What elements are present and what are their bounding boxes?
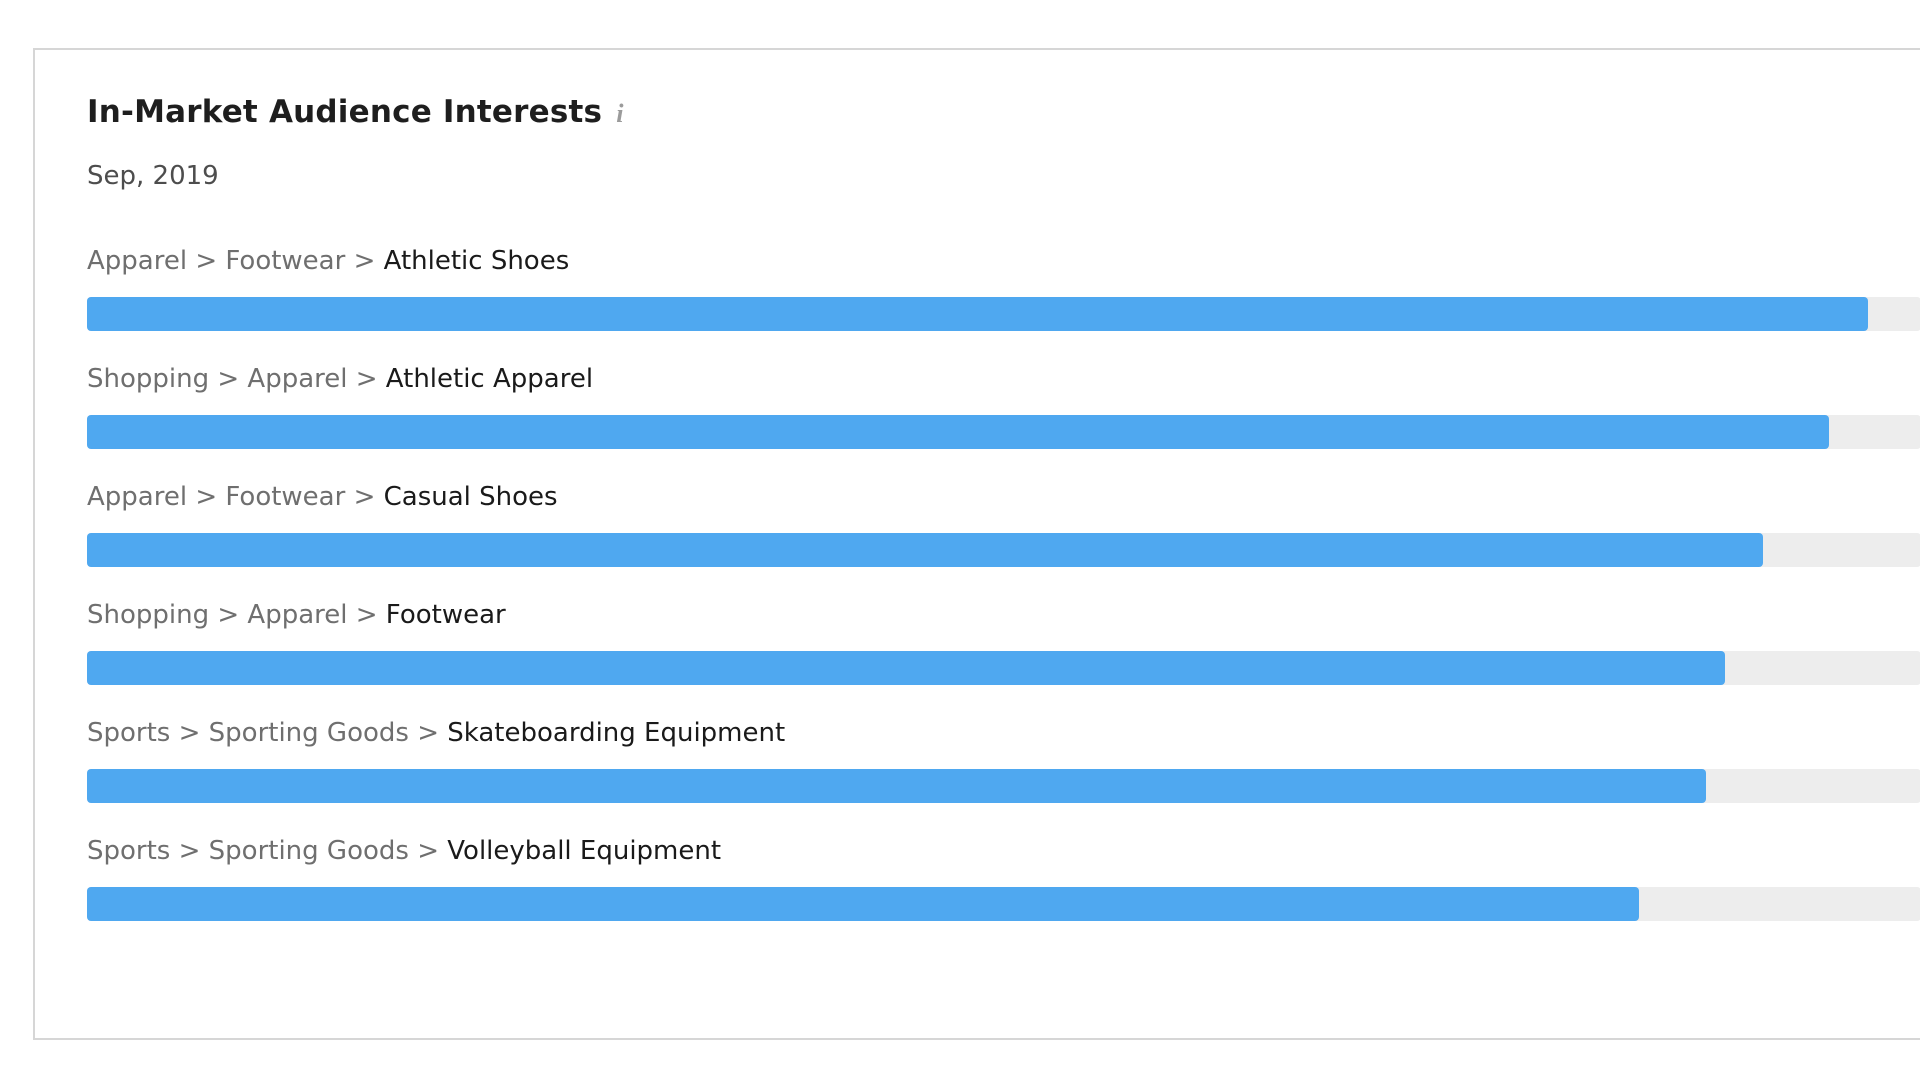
- interest-category: Footwear: [385, 600, 506, 630]
- interest-rows: Apparel > Footwear > Athletic Shoes Shop…: [87, 245, 1920, 921]
- info-icon[interactable]: i: [616, 99, 624, 128]
- interest-label: Apparel > Footwear > Casual Shoes: [87, 481, 1920, 513]
- page-title: In-Market Audience Interests: [87, 94, 603, 130]
- bar-track: [87, 415, 1920, 449]
- bar-track: [87, 887, 1920, 921]
- bar-track: [87, 769, 1920, 803]
- interest-category: Casual Shoes: [383, 482, 558, 512]
- bar-track: [87, 533, 1920, 567]
- bar-track: [87, 297, 1920, 331]
- interest-row: Apparel > Footwear > Athletic Shoes: [87, 245, 1920, 331]
- interest-label: Sports > Sporting Goods > Volleyball Equ…: [87, 835, 1920, 867]
- interest-row: Sports > Sporting Goods > Skateboarding …: [87, 717, 1920, 803]
- interest-category: Athletic Apparel: [385, 364, 594, 394]
- interest-path: Apparel > Footwear >: [87, 246, 384, 276]
- interest-label: Sports > Sporting Goods > Skateboarding …: [87, 717, 1920, 749]
- bar-fill[interactable]: [87, 297, 1868, 331]
- widget-header: In-Market Audience Interests i: [87, 92, 1920, 132]
- interest-label: Apparel > Footwear > Athletic Shoes: [87, 245, 1920, 277]
- bar-fill[interactable]: [87, 887, 1639, 921]
- interest-category: Skateboarding Equipment: [447, 718, 786, 748]
- interest-path: Sports > Sporting Goods >: [87, 718, 448, 748]
- bar-fill[interactable]: [87, 651, 1725, 685]
- interest-label: Shopping > Apparel > Athletic Apparel: [87, 363, 1920, 395]
- interest-path: Sports > Sporting Goods >: [87, 836, 448, 866]
- interest-label: Shopping > Apparel > Footwear: [87, 599, 1920, 631]
- interest-path: Shopping > Apparel >: [87, 364, 386, 394]
- interest-path: Apparel > Footwear >: [87, 482, 384, 512]
- interest-row: Sports > Sporting Goods > Volleyball Equ…: [87, 835, 1920, 921]
- interest-row: Shopping > Apparel > Athletic Apparel: [87, 363, 1920, 449]
- interest-row: Apparel > Footwear > Casual Shoes: [87, 481, 1920, 567]
- interest-path: Shopping > Apparel >: [87, 600, 386, 630]
- report-date: Sep, 2019: [87, 161, 219, 191]
- interest-row: Shopping > Apparel > Footwear: [87, 599, 1920, 685]
- interest-category: Athletic Shoes: [383, 246, 570, 276]
- widget-card: In-Market Audience Interests i Sep, 2019…: [33, 48, 1920, 1040]
- bar-track: [87, 651, 1920, 685]
- bar-fill[interactable]: [87, 533, 1764, 567]
- bar-fill[interactable]: [87, 769, 1707, 803]
- bar-fill[interactable]: [87, 415, 1830, 449]
- interest-category: Volleyball Equipment: [447, 836, 722, 866]
